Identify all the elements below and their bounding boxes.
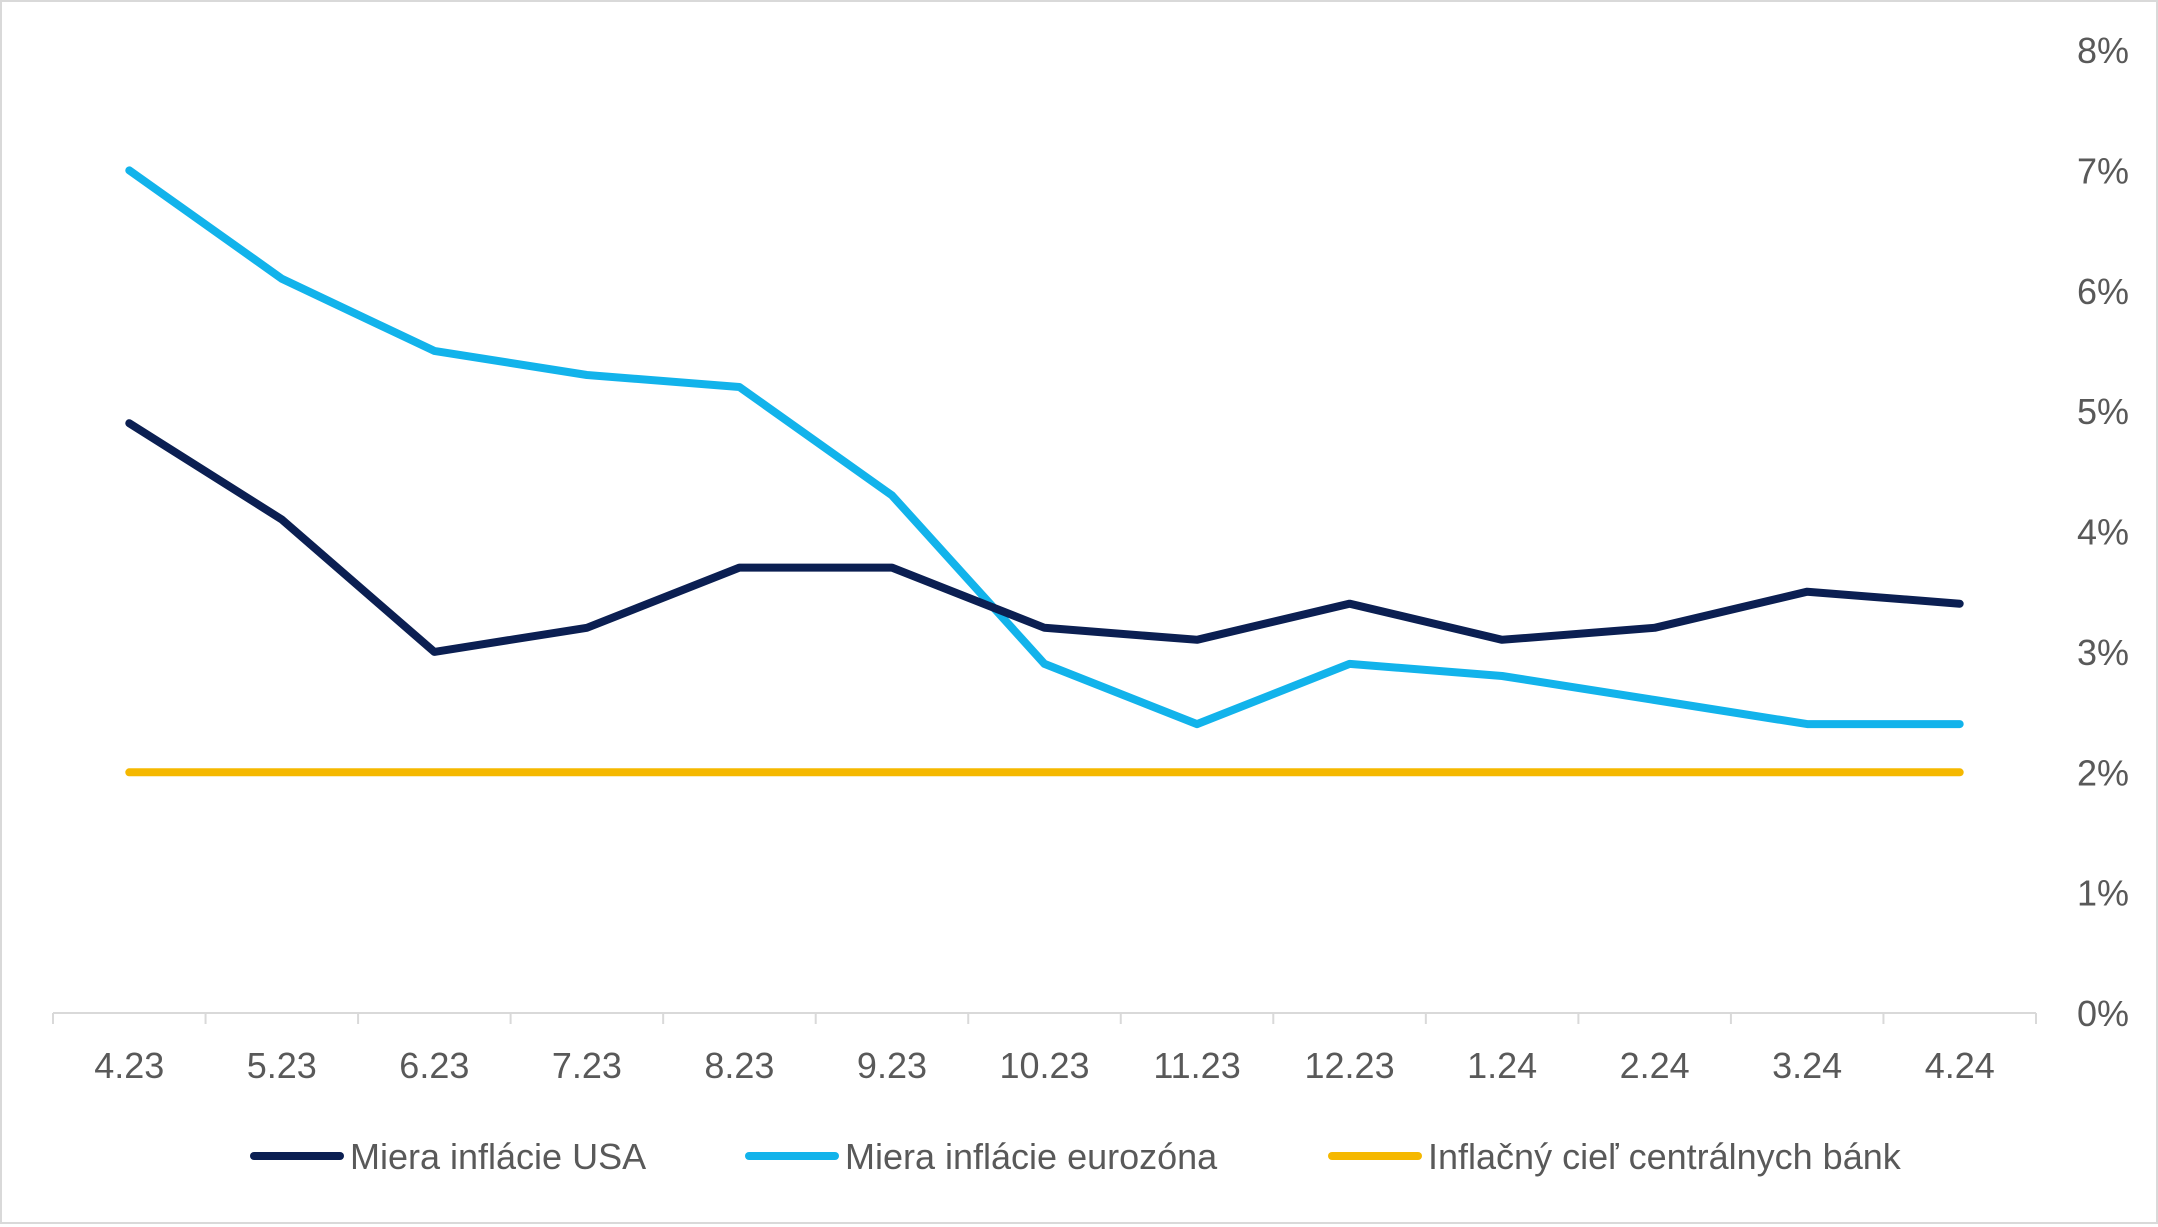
y-tick-label: 6% <box>2077 271 2129 312</box>
y-tick-label: 0% <box>2077 993 2129 1034</box>
x-tick-label: 1.24 <box>1467 1045 1537 1086</box>
y-tick-label: 5% <box>2077 391 2129 432</box>
series-0-point <box>583 624 590 631</box>
legend-item: Inflačný cieľ centrálnych bánk <box>1328 1136 1902 1177</box>
series-2-point <box>1499 769 1506 776</box>
y-tick-label: 1% <box>2077 873 2129 914</box>
series-0-point <box>1499 636 1506 643</box>
series-2-point <box>1804 769 1811 776</box>
series-1-point <box>1499 672 1506 679</box>
series-1-point <box>126 167 133 174</box>
series-2-point <box>431 769 438 776</box>
series-1-point <box>736 384 743 391</box>
series-0-point <box>1804 588 1811 595</box>
series-1-point <box>431 347 438 354</box>
y-axis: 0% 1% 2% 3% 4% 5% 6% 7% 8% <box>2077 30 2129 1034</box>
x-tick-label: 2.24 <box>1620 1045 1690 1086</box>
series-2-point <box>1651 769 1658 776</box>
legend-item: Miera inflácie eurozóna <box>745 1136 1218 1177</box>
series-0-point <box>1956 600 1963 607</box>
x-tick-label: 4.23 <box>94 1045 164 1086</box>
series-1-point <box>888 492 895 499</box>
series-0-point <box>1041 624 1048 631</box>
series-0-point <box>1651 624 1658 631</box>
series-2-point <box>583 769 590 776</box>
series-2-point <box>278 769 285 776</box>
legend: Miera inflácie USA Miera inflácie eurozón… <box>250 1136 1902 1177</box>
y-tick-label: 2% <box>2077 752 2129 793</box>
series-line-0 <box>125 419 1964 656</box>
series-line-1 <box>125 166 1964 729</box>
legend-label: Inflačný cieľ centrálnych bánk <box>1428 1136 1902 1177</box>
legend-label: Miera inflácie eurozóna <box>845 1136 1218 1177</box>
legend-label: Miera inflácie USA <box>350 1136 646 1177</box>
series-0-point <box>126 420 133 427</box>
y-tick-label: 8% <box>2077 30 2129 71</box>
y-tick-label: 3% <box>2077 632 2129 673</box>
series-2-point <box>888 769 895 776</box>
legend-item: Miera inflácie USA <box>250 1136 646 1177</box>
y-tick-label: 4% <box>2077 512 2129 553</box>
x-tick-label: 12.23 <box>1305 1045 1395 1086</box>
series-1-point <box>1041 660 1048 667</box>
series-0-point <box>431 648 438 655</box>
series-2-point <box>736 769 743 776</box>
series-1-point <box>583 372 590 379</box>
series-1-point <box>278 275 285 282</box>
series-1-point <box>1346 660 1353 667</box>
series-2-point <box>1956 769 1963 776</box>
x-tick-label: 11.23 <box>1153 1045 1240 1086</box>
series-0-point <box>1194 636 1201 643</box>
y-tick-label: 7% <box>2077 150 2129 191</box>
series-2-point <box>126 769 133 776</box>
x-tick-label: 10.23 <box>999 1045 1089 1086</box>
x-tick-label: 6.23 <box>399 1045 469 1086</box>
series-1-point <box>1651 697 1658 704</box>
series-0-point <box>1346 600 1353 607</box>
series-1-point <box>1194 721 1201 728</box>
x-axis: 4.23 5.23 6.23 7.23 8.23 9.23 10.23 11.23 12.23 1… <box>52 1012 2037 1086</box>
series-0-point <box>736 564 743 571</box>
x-tick-label: 4.24 <box>1925 1045 1995 1086</box>
series-2-point <box>1194 769 1201 776</box>
series-0-point <box>278 516 285 523</box>
series-1-point <box>1956 721 1963 728</box>
series-1-point <box>1804 721 1811 728</box>
series-layer <box>125 166 1964 777</box>
x-tick-label: 3.24 <box>1772 1045 1842 1086</box>
series-2-point <box>1041 769 1048 776</box>
x-tick-label: 9.23 <box>857 1045 927 1086</box>
series-0-point <box>888 564 895 571</box>
x-tick-label: 7.23 <box>552 1045 622 1086</box>
x-tick-label: 8.23 <box>704 1045 774 1086</box>
series-2-point <box>1346 769 1353 776</box>
x-tick-label: 5.23 <box>247 1045 317 1086</box>
